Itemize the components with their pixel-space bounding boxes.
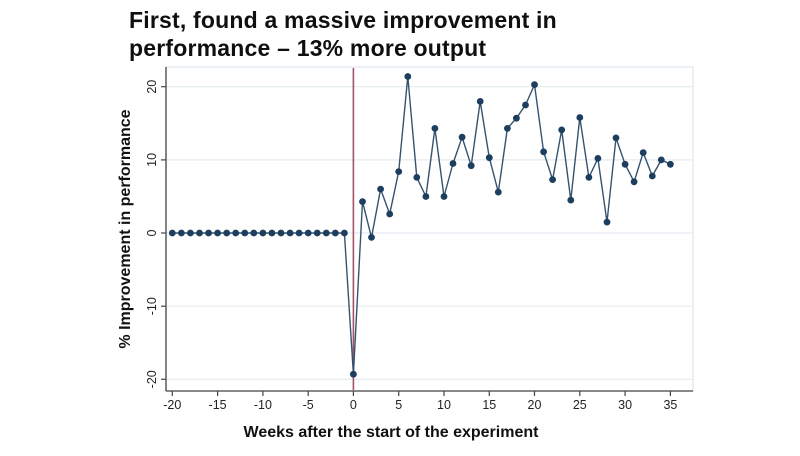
svg-text:-20: -20 — [145, 370, 159, 388]
svg-text:-10: -10 — [254, 398, 272, 412]
y-axis-title: % Improvement in performance — [117, 109, 134, 349]
svg-text:-20: -20 — [163, 398, 181, 412]
svg-text:-15: -15 — [209, 398, 227, 412]
svg-text:0: 0 — [350, 398, 357, 412]
svg-text:30: 30 — [618, 398, 632, 412]
svg-text:35: 35 — [663, 398, 677, 412]
svg-text:15: 15 — [482, 398, 496, 412]
svg-text:-5: -5 — [303, 398, 314, 412]
svg-text:10: 10 — [145, 153, 159, 167]
svg-text:-10: -10 — [145, 297, 159, 315]
svg-text:0: 0 — [145, 229, 159, 236]
x-axis-title: Weeks after the start of the experiment — [243, 424, 539, 441]
svg-text:10: 10 — [437, 398, 451, 412]
slide-title: First, found a massive improvement in pe… — [129, 7, 557, 61]
svg-text:20: 20 — [528, 398, 542, 412]
svg-text:25: 25 — [573, 398, 587, 412]
svg-text:20: 20 — [145, 80, 159, 94]
svg-text:5: 5 — [395, 398, 402, 412]
